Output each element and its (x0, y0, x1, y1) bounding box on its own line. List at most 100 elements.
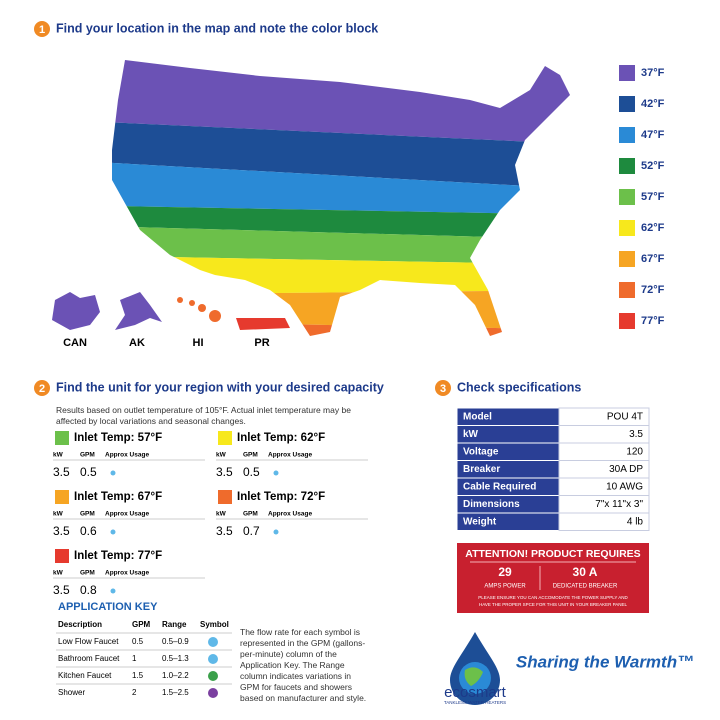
attention-label: AMPS POWER (484, 584, 526, 590)
inlet-title: Inlet Temp: 67°F (74, 491, 162, 503)
note: Results based on outlet temperature of 1… (56, 405, 351, 426)
temp-band (112, 120, 570, 190)
legend-label: 77°F (641, 315, 665, 327)
spec-label: Breaker (463, 464, 500, 475)
spec-label: Voltage (463, 447, 499, 458)
legend-label: 62°F (641, 222, 665, 234)
key-cell: 1.5–2.5 (162, 688, 189, 697)
key-cell: 0.5–0.9 (162, 637, 189, 646)
slogan: Sharing the Warmth™ (516, 652, 694, 671)
inlet-header: kW (53, 511, 64, 518)
usage-icon (273, 529, 279, 535)
step-number: 2 (39, 383, 45, 395)
temp-band (112, 225, 570, 265)
key-symbol (208, 654, 218, 664)
spec-label: Weight (463, 517, 497, 528)
inlet-header: GPM (243, 511, 258, 518)
step-number: 1 (39, 24, 45, 36)
legend-swatch (619, 189, 635, 205)
step-title: Find your location in the map and note t… (56, 21, 378, 35)
key-header: Symbol (200, 620, 229, 629)
key-symbol (208, 637, 218, 647)
step-badge (34, 380, 50, 396)
legend-swatch (619, 127, 635, 143)
key-cell: Shower (58, 688, 85, 697)
legend-label: 72°F (641, 284, 665, 296)
attention-value: 30 A (573, 565, 598, 579)
inlet-swatch (55, 431, 69, 445)
spec-value-cell (558, 512, 650, 531)
key-cell: 0.5 (132, 637, 144, 646)
drop-logo (450, 632, 500, 705)
key-symbol (208, 688, 218, 698)
inlet-header: kW (53, 452, 64, 459)
legend-swatch (619, 251, 635, 267)
legend-swatch (619, 313, 635, 329)
key-title: APPLICATION KEY (58, 601, 158, 613)
spec-value: 10 AWG (606, 482, 643, 493)
legend-label: 57°F (641, 191, 665, 203)
usage-icon (110, 588, 116, 594)
attention-box (457, 543, 649, 613)
step-number: 3 (440, 383, 446, 395)
inlet-header: GPM (243, 452, 258, 459)
legend-swatch (619, 158, 635, 174)
key-cell: 1 (132, 654, 137, 663)
key-note: The flow rate for each symbol is represe… (240, 627, 367, 703)
legend-label: 42°F (641, 98, 665, 110)
gpm-value: 0.5 (80, 465, 97, 479)
spec-label: Cable Required (463, 482, 536, 493)
inlet-header: GPM (80, 452, 95, 459)
region-label: AK (129, 337, 145, 349)
inlet-swatch (218, 431, 232, 445)
hawaii-shape (177, 297, 221, 322)
key-cell: Bathroom Faucet (58, 654, 120, 663)
legend-swatch (619, 65, 635, 81)
region-label: CAN (63, 337, 87, 349)
step-badge (435, 380, 451, 396)
key-header: Description (58, 620, 102, 629)
inlet-header: GPM (80, 511, 95, 518)
inlet-header: Approx Usage (105, 570, 149, 577)
inlet-header: kW (53, 570, 64, 577)
step-badge (34, 21, 50, 37)
attention-label: DEDICATED BREAKER (553, 584, 618, 590)
inlet-header: GPM (80, 570, 95, 577)
legend-label: 67°F (641, 253, 665, 265)
inlet-header: kW (216, 511, 227, 518)
spec-label: kW (463, 429, 479, 440)
attention-note: PLEASE ENSURE YOU CAN ACCOMODATE THE POW… (478, 595, 628, 600)
inlet-title: Inlet Temp: 77°F (74, 550, 162, 562)
inlet-swatch (218, 490, 232, 504)
kw-value: 3.5 (216, 465, 233, 479)
inlet-header: Approx Usage (268, 511, 312, 518)
temp-band (112, 255, 570, 295)
gpm-value: 0.7 (243, 524, 260, 538)
key-cell: 1.5 (132, 671, 144, 680)
key-header: Range (162, 620, 187, 629)
brand-tagline: TANKLESS WATER HEATERS (444, 700, 506, 705)
key-symbol (208, 671, 218, 681)
legend-label: 47°F (641, 129, 665, 141)
kw-value: 3.5 (53, 583, 70, 597)
inlet-header: Approx Usage (105, 452, 149, 459)
inlet-header: Approx Usage (105, 511, 149, 518)
usage-icon (110, 529, 116, 535)
kw-value: 3.5 (53, 465, 70, 479)
gpm-value: 0.5 (243, 465, 260, 479)
inlet-swatch (55, 490, 69, 504)
inlet-swatch (55, 549, 69, 563)
attention-note: HAVE THE PROPER SPCE FOR THIS UNIT IN YO… (479, 602, 628, 607)
inlet-title: Inlet Temp: 72°F (237, 491, 325, 503)
key-cell: 2 (132, 688, 137, 697)
key-cell: Kitchen Faucet (58, 671, 112, 680)
gpm-value: 0.6 (80, 524, 97, 538)
inlet-title: Inlet Temp: 57°F (74, 432, 162, 444)
key-header: GPM (132, 620, 151, 629)
step-title: Find the unit for your region with your … (56, 380, 384, 394)
legend-label: 52°F (641, 160, 665, 172)
alaska-shape (115, 292, 162, 330)
inlet-header: kW (216, 452, 227, 459)
region-label: HI (193, 337, 204, 349)
temp-band (112, 160, 570, 215)
